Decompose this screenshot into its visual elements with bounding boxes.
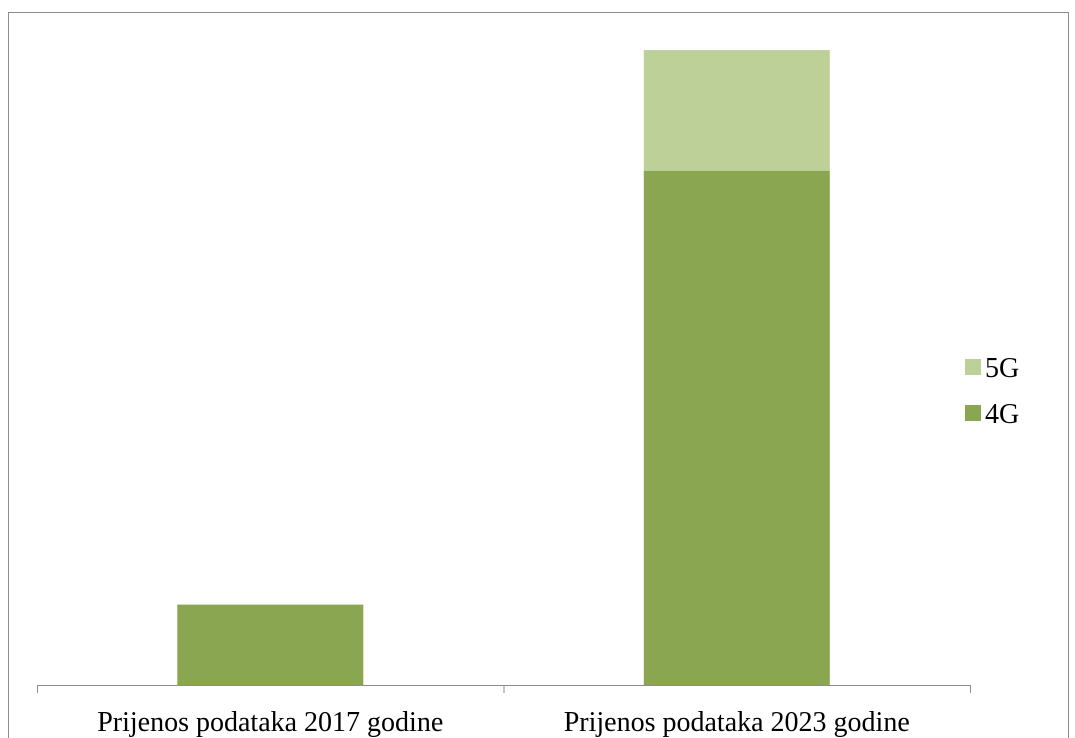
- legend-label-4g: 4G: [985, 399, 1019, 430]
- bar-4g-cat-1: [643, 170, 830, 685]
- bar-4g-cat-0: [177, 604, 364, 685]
- x-tick-label: Prijenos podataka 2023 godine: [564, 707, 910, 738]
- x-tick-label: Prijenos podataka 2017 godine: [97, 707, 443, 738]
- chart-border: [8, 12, 1069, 738]
- x-axis: Prijenos podataka 2017 godine Prijenos po…: [37, 685, 971, 738]
- bars-layer: [177, 50, 830, 685]
- bar-5g-cat-1: [643, 50, 830, 171]
- legend-label-5g: 5G: [985, 353, 1019, 384]
- legend-swatch-5g: [965, 359, 981, 375]
- legend-swatch-4g: [965, 405, 981, 421]
